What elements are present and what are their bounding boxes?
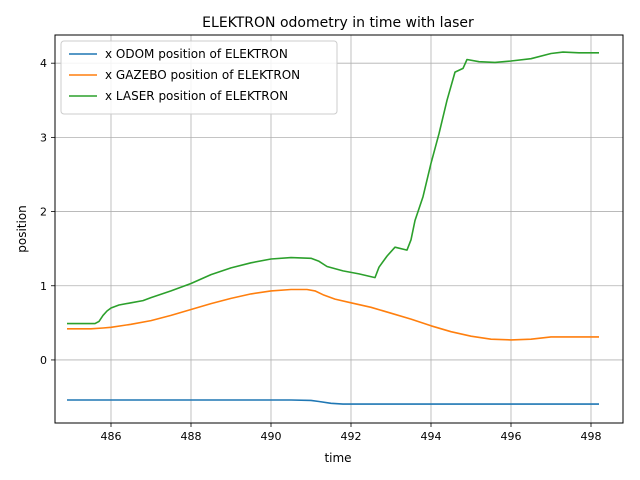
legend: x ODOM position of ELEKTRON x GAZEBO posi… [60, 40, 338, 115]
series-line-1 [67, 399, 599, 405]
x-tick-label: 488 [181, 430, 202, 443]
legend-box [60, 40, 338, 115]
series-line-3 [67, 51, 599, 325]
y-tick-label: 3 [40, 131, 47, 144]
chart-title: ELEKTRON odometry in time with laser [202, 15, 474, 31]
x-tick-label: 494 [421, 430, 442, 443]
y-tick-label: 1 [40, 280, 47, 293]
y-tick-label: 2 [40, 206, 47, 219]
x-tick-label: 496 [501, 430, 522, 443]
x-tick-label: 498 [581, 430, 602, 443]
plot-frame [54, 34, 624, 424]
x-axis-label: time [324, 451, 351, 465]
legend-label: x LASER position of ELEKTRON [105, 89, 288, 103]
x-tick-label: 490 [261, 430, 282, 443]
y-tick-label: 0 [40, 354, 47, 367]
x-tick-label: 486 [101, 430, 122, 443]
y-tick-label: 4 [40, 57, 47, 70]
legend-label: x ODOM position of ELEKTRON [105, 47, 288, 61]
series-lines [67, 51, 599, 405]
axis-ticks: 486 488 490 492 494 496 498 0 1 2 3 4 [40, 57, 602, 443]
series-line-2 [67, 288, 599, 341]
y-axis-label: position [15, 205, 29, 253]
legend-label: x GAZEBO position of ELEKTRON [105, 68, 300, 82]
x-tick-label: 492 [341, 430, 362, 443]
